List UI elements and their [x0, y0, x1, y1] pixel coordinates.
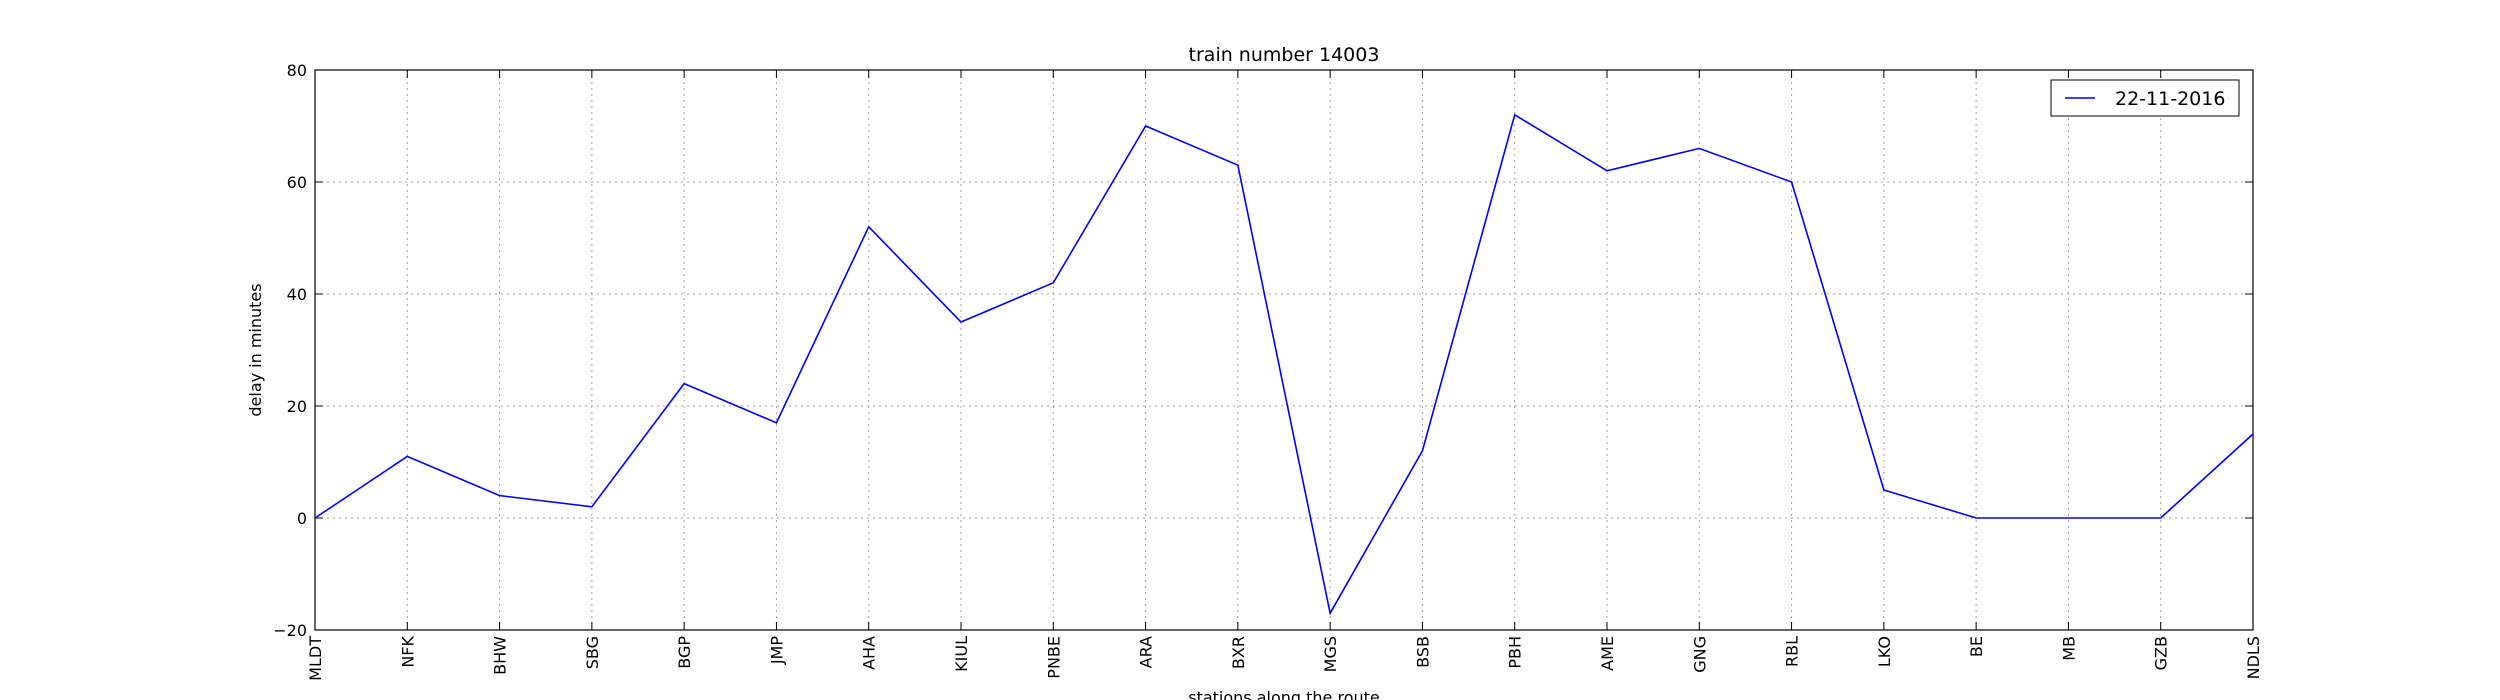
x-tick-label: NFK — [398, 636, 417, 668]
x-tick-label: PNBE — [1044, 636, 1063, 679]
x-tick-label: BSB — [1413, 636, 1432, 668]
x-tick-label: MLDT — [306, 636, 325, 681]
x-axis-label: stations along the route — [1188, 688, 1380, 700]
x-tick-label: KIUL — [952, 636, 971, 672]
series-line — [314, 113, 2254, 616]
y-tick-label: −20 — [273, 621, 307, 640]
x-tick-label: GNG — [1690, 636, 1709, 673]
legend-label: 22-11-2016 — [2115, 88, 2225, 110]
x-tick-label: JMP — [767, 636, 786, 666]
chart-title: train number 14003 — [1189, 44, 1380, 66]
x-tick-label: ARA — [1137, 636, 1156, 668]
x-tick-label: RBL — [1783, 636, 1802, 667]
x-tick-label: BHW — [491, 636, 510, 675]
grid — [315, 70, 2253, 630]
x-tick-label: GZB — [2152, 636, 2171, 670]
legend: 22-11-2016 — [2050, 79, 2240, 117]
y-axis: −20 0 20 40 60 80 — [273, 61, 2253, 640]
x-tick-label: AME — [1598, 636, 1617, 671]
y-tick-label: 20 — [287, 397, 307, 416]
series-layer — [314, 113, 2254, 616]
x-tick-label: NDLS — [2244, 636, 2263, 679]
x-tick-label: MGS — [1321, 636, 1340, 672]
x-tick-label: PBH — [1506, 636, 1525, 669]
y-tick-label: 80 — [287, 61, 307, 80]
y-tick-label: 40 — [287, 285, 307, 304]
y-tick-label: 0 — [297, 509, 307, 528]
x-tick-label: BGP — [675, 636, 694, 669]
x-tick-label: BXR — [1229, 636, 1248, 669]
x-tick-label: SBG — [583, 636, 602, 669]
plot-area — [314, 69, 2254, 631]
x-tick-label: LKO — [1875, 636, 1894, 667]
x-axis: MLDT NFK BHW SBG BGP JMP AHA KIUL PNBE ARA BXR MGS B… — [306, 70, 2263, 681]
y-tick-label: 60 — [287, 173, 307, 192]
x-tick-label: MB — [2059, 636, 2078, 661]
x-tick-label: BE — [1967, 636, 1986, 657]
y-axis-label: delay in minutes — [246, 283, 265, 416]
x-tick-label: AHA — [860, 636, 879, 670]
